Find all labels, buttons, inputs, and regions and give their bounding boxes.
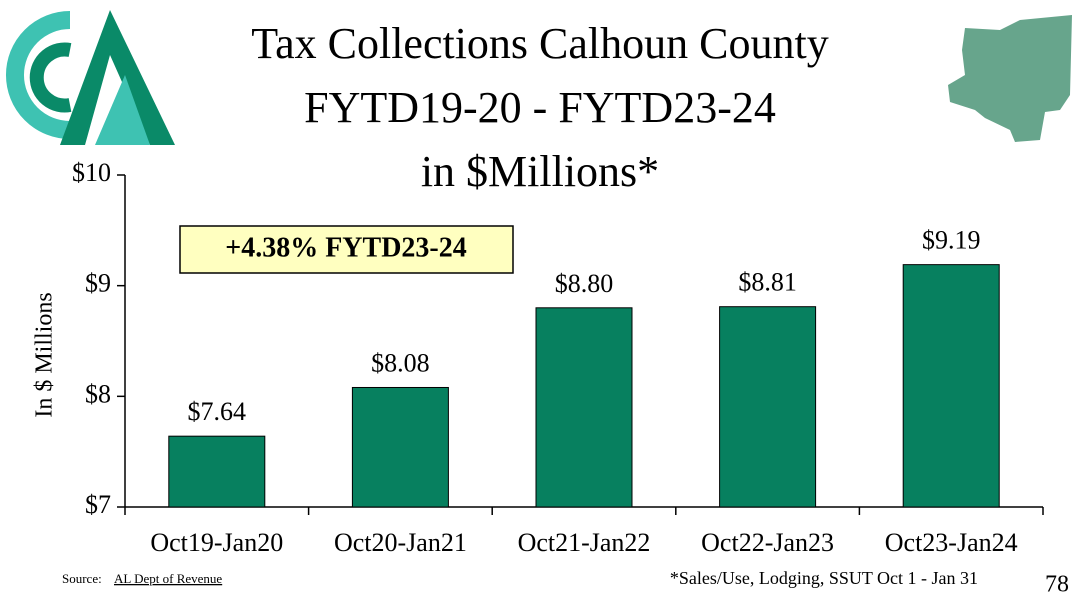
page-number: 78 [1045,572,1069,598]
value-label: $7.64 [188,397,247,426]
bar [351,386,449,508]
y-tick-label: $7 [85,490,111,519]
value-label: $9.19 [922,226,981,255]
x-tick-label: Oct19-Jan20 [150,528,283,557]
chart-title: Tax Collections Calhoun County [251,19,828,68]
y-tick-label: $10 [72,158,111,187]
chart-title: FYTD19-20 - FYTD23-24 [304,83,776,132]
bar [168,435,266,508]
annotation-box [179,225,514,274]
bar [535,307,633,508]
y-tick-label: $8 [85,379,111,408]
county-map [948,15,1072,142]
logo [6,10,175,145]
source[interactable]: AL Dept of Revenue [114,571,222,586]
bar [902,264,1000,508]
x-tick-label: Oct23-Jan24 [885,528,1018,557]
annotation: +4.38% FYTD23-24 [225,232,467,263]
x-tick-label: Oct22-Jan23 [701,528,834,557]
y-axis-label: In $ Millions [32,292,58,417]
x-tick-label: Oct20-Jan21 [334,528,467,557]
source-prefix: Source: [62,571,102,586]
value-label: $8.80 [555,269,614,298]
y-tick-label: $9 [85,269,111,298]
value-label: $8.08 [371,348,430,377]
footnote: *Sales/Use, Lodging, SSUT Oct 1 - Jan 31 [670,568,978,588]
value-label: $8.81 [738,268,797,297]
chart-title: in $Millions* [421,147,659,196]
bar [719,306,817,508]
x-tick-label: Oct21-Jan22 [518,528,651,557]
